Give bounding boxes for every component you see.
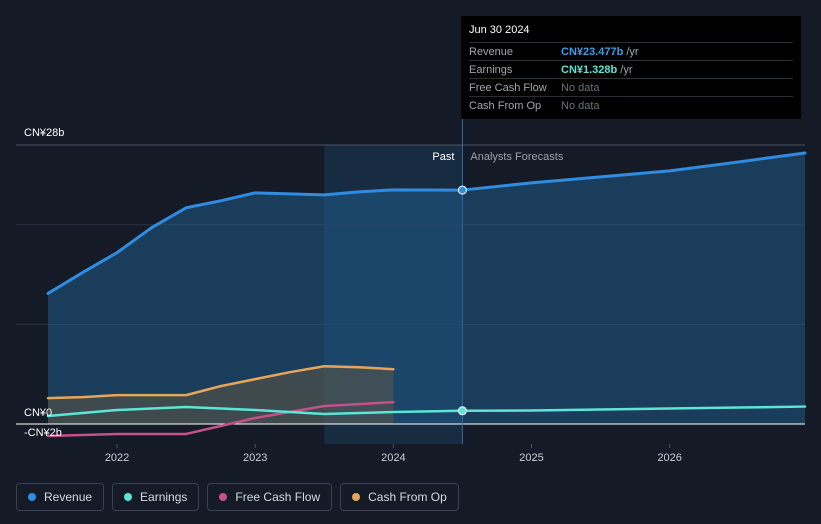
series-lines [46,151,807,438]
x-axis-labels: 2022 2023 2024 2025 2026 [105,444,682,464]
series-line-revenue [46,151,807,295]
past-label: Past [432,151,454,163]
tooltip-row-earnings: Earnings CN¥1.328b /yr [469,60,793,78]
series-line-earnings [46,405,807,418]
x-tick-label: 2022 [105,452,129,464]
tooltip-value: No data [561,81,600,94]
series-line-free-cash-flow [46,400,395,438]
x-tick-label: 2025 [519,452,543,464]
legend-label: Earnings [140,490,188,504]
marker-earnings [457,406,467,416]
legend-item-earnings[interactable]: Earnings [112,483,200,511]
marker-revenue [457,185,467,195]
legend-dot-icon [28,493,36,501]
legend-dot-icon [124,493,133,501]
tooltip-unit: /yr [620,63,633,76]
legend-item-revenue[interactable]: Revenue [16,483,105,511]
tooltip-label: Revenue [469,45,514,58]
tooltip-label: Earnings [469,63,513,76]
y-tick-label: CN¥28b [24,127,64,139]
legend-label: Free Cash Flow [235,490,321,504]
legend-item-cash-from-op[interactable]: Cash From Op [340,483,459,511]
tooltip-date: Jun 30 2024 [469,24,530,36]
forecast-label: Analysts Forecasts [470,151,563,163]
tooltip-value: CN¥23.477b [561,45,624,58]
y-tick-label: -CN¥2b [24,427,62,439]
tooltip-value: No data [561,99,600,112]
legend: Revenue Earnings Free Cash Flow Cash Fro… [16,483,467,511]
tooltip-panel: Jun 30 2024 Revenue CN¥23.477b /yr Earni… [461,16,801,119]
tooltip-row-revenue: Revenue CN¥23.477b /yr [469,42,793,60]
tooltip-label: Cash From Op [469,99,542,112]
area-revenue [48,152,805,424]
y-tick-label: CN¥0 [24,407,52,419]
tooltip-label: Free Cash Flow [469,81,547,94]
tooltip-unit: /yr [626,45,639,58]
legend-dot-icon [219,493,228,501]
legend-label: Cash From Op [368,490,447,504]
x-tick-label: 2024 [381,452,405,464]
legend-item-free-cash-flow[interactable]: Free Cash Flow [207,483,333,511]
tooltip-markers [457,185,467,416]
tooltip-row-free-cash-flow: Free Cash Flow No data [469,78,793,96]
legend-label: Revenue [44,490,93,504]
series-areas [48,152,805,424]
x-tick-label: 2026 [657,452,681,464]
y-axis-labels: CN¥28b CN¥0 -CN¥2b [24,127,64,439]
tooltip-row-cash-from-op: Cash From Op No data [469,96,793,114]
series-line-cash-from-op [46,364,395,400]
tooltip-value: CN¥1.328b [561,63,618,76]
x-tick-label: 2023 [243,452,267,464]
legend-dot-icon [352,493,361,501]
